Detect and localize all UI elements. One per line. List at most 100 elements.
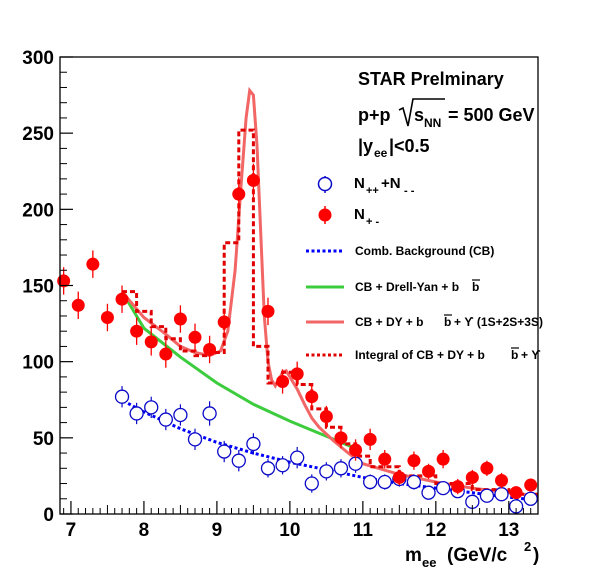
axes-layer: 0 50 100 150 200 250 300 7 8 9 10 11 12 13	[22, 48, 539, 541]
legend-unlike-sign-n: N	[354, 206, 365, 223]
unlike-sign-point	[407, 454, 421, 468]
legend-like-sign-plus: +N	[381, 175, 401, 192]
legend-cb-dy-bb-label: CB + Drell-Yan + b	[355, 280, 459, 294]
legend-entry-unlike-sign: N + -	[318, 206, 379, 228]
y-tick-label: 300	[22, 48, 54, 69]
unlike-sign-point	[319, 410, 333, 424]
like-sign-point	[173, 407, 188, 423]
like-sign-point	[231, 453, 246, 468]
unlike-sign-point	[290, 367, 304, 381]
legend-cb-dy-bb-b: b	[472, 280, 479, 294]
sqrt-s-sub: NN	[424, 116, 441, 130]
unlike-sign-point	[392, 470, 406, 484]
annotation-preliminary: STAR Prelminary	[358, 69, 504, 89]
like-sign-point	[217, 444, 232, 459]
unlike-sign-point	[100, 310, 114, 324]
rapidity-label: |y	[358, 136, 373, 156]
like-sign-point	[202, 406, 217, 421]
unlike-sign-point	[115, 292, 129, 306]
unlike-sign-point	[524, 478, 538, 492]
x-tick-label: 10	[279, 520, 300, 541]
x-axis-title-sup: 2	[524, 539, 531, 554]
unlike-sign-point	[188, 330, 202, 344]
like-sign-point	[421, 485, 436, 500]
legend-integral-tail: + ϒ	[521, 348, 541, 362]
y-tick-label: 250	[22, 124, 54, 145]
legend: N ++ +N - - N + - Comb. Background (CB) …	[306, 175, 543, 362]
unlike-sign-point	[203, 342, 217, 356]
legend-entry-comb-bkg: Comb. Background (CB)	[306, 244, 494, 258]
unlike-sign-point	[465, 470, 479, 484]
y-tick-label: 150	[22, 277, 54, 298]
legend-like-sign-sub: ++	[366, 185, 379, 197]
x-axis-title-sub: ee	[422, 555, 436, 570]
unlike-sign-point	[480, 461, 494, 475]
legend-unlike-sign-sub: + -	[366, 216, 379, 228]
unlike-sign-point	[334, 431, 348, 445]
legend-integral-label: Integral of CB + DY + b	[355, 348, 485, 362]
like-sign-point	[494, 487, 509, 502]
legend-like-sign-sub2: - -	[404, 185, 415, 197]
like-sign-point	[275, 458, 290, 473]
legend-comb-bkg-label: Comb. Background (CB)	[355, 244, 494, 258]
unlike-sign-point	[217, 315, 231, 329]
rapidity-cut: |<0.5	[389, 136, 430, 156]
unlike-sign-point	[232, 187, 246, 201]
y-tick-label: 50	[33, 429, 54, 450]
legend-integral-b: b	[511, 348, 518, 362]
x-axis-title: m ee (GeV/c 2 )	[405, 539, 539, 570]
unlike-sign-point	[276, 374, 290, 388]
rapidity-sub: ee	[374, 146, 388, 160]
legend-cb-dy-bb-ups-label: CB + DY + b	[355, 315, 423, 329]
x-axis-title-end: )	[533, 545, 539, 566]
legend-marker-open-circle	[317, 176, 333, 192]
unlike-sign-point	[159, 347, 173, 361]
x-tick-label: 8	[139, 520, 150, 541]
annotation-energy-value: = 500 GeV	[448, 105, 535, 125]
y-tick-label: 100	[22, 353, 54, 374]
like-sign-point	[114, 389, 130, 404]
x-tick-label: 9	[212, 520, 223, 541]
unlike-sign-point	[305, 390, 319, 404]
like-sign-point	[290, 450, 305, 465]
annotation-system: p+p	[358, 105, 391, 125]
unlike-sign-point	[451, 480, 465, 494]
annotation-rapidity: |y ee |<0.5	[358, 136, 430, 160]
legend-entry-like-sign: N ++ +N - -	[317, 175, 415, 197]
x-tick-label: 12	[425, 520, 446, 541]
unlike-sign-point	[363, 432, 377, 446]
legend-entry-cb-dy-bb: CB + Drell-Yan + b b	[306, 279, 480, 294]
like-sign-point	[304, 476, 319, 491]
unlike-sign-point	[71, 298, 85, 312]
x-axis-title-m: m	[405, 545, 422, 566]
legend-entry-integral: Integral of CB + DY + b b + ϒ	[306, 347, 541, 362]
legend-entry-cb-dy-bb-ups: CB + DY + b b + ϒ (1S+2S+3S)	[306, 314, 543, 329]
like-sign-point	[377, 474, 392, 490]
unlike-sign-point	[130, 324, 144, 338]
like-sign-point	[144, 400, 159, 415]
like-sign-point	[246, 436, 261, 452]
legend-cb-dy-bb-ups-tail: + ϒ (1S+2S+3S)	[454, 315, 543, 329]
like-sign-point	[319, 464, 334, 479]
unlike-sign-point	[378, 452, 392, 466]
like-sign-point	[363, 474, 378, 490]
series-line-cb-dy-bb	[120, 290, 357, 450]
legend-marker-filled-circle	[318, 208, 332, 222]
like-sign-point	[479, 488, 495, 503]
x-axis-title-units: (GeV/c	[447, 545, 508, 566]
like-sign-point	[333, 461, 349, 476]
unlike-sign-point	[86, 257, 100, 271]
legend-like-sign-n: N	[354, 175, 365, 192]
like-sign-point	[523, 491, 538, 506]
unlike-sign-point	[495, 473, 509, 487]
y-tick-label: 0	[43, 505, 54, 526]
unlike-sign-point	[436, 452, 450, 466]
unlike-sign-point	[349, 443, 363, 457]
like-sign-point	[435, 480, 451, 496]
unlike-sign-point	[261, 304, 275, 318]
like-sign-point	[406, 474, 422, 490]
sqrt-s-symbol: s	[414, 105, 424, 125]
y-tick-label: 200	[22, 200, 54, 221]
x-tick-label: 7	[66, 520, 77, 541]
